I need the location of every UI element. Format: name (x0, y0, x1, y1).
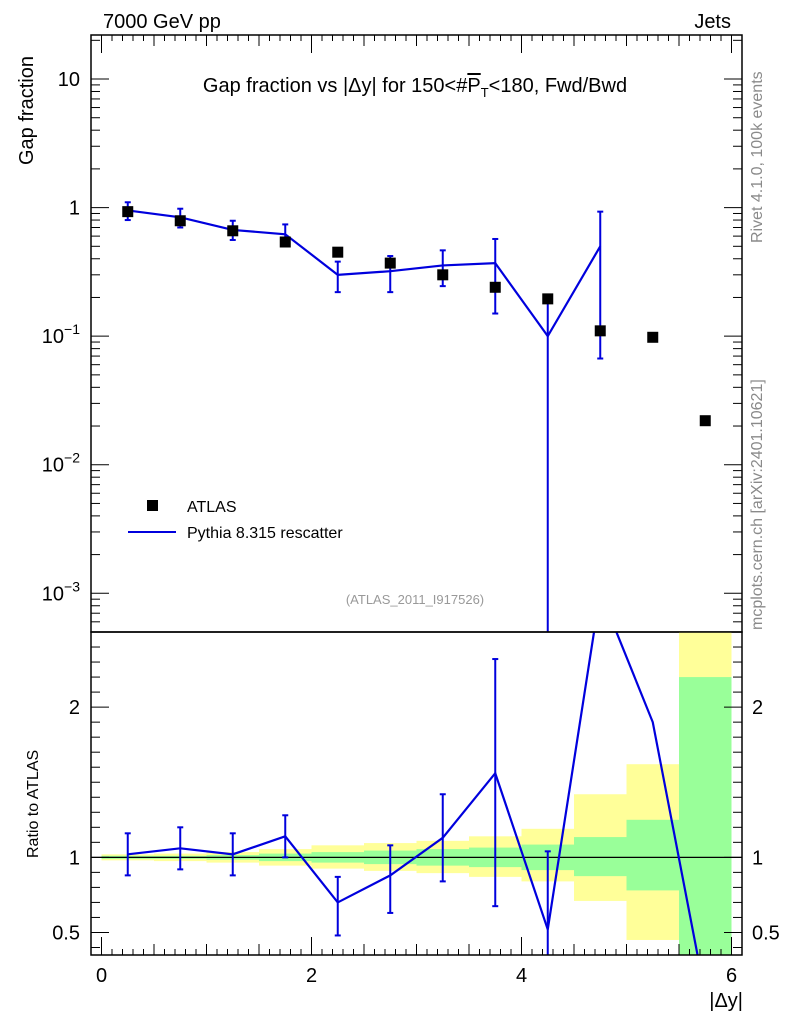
ratio-y-tick-label-right: 1 (752, 847, 763, 869)
tick-exponent: −2 (64, 450, 80, 466)
main-y-tick-label: 10−2 (42, 450, 80, 477)
atlas-data-markers (122, 206, 711, 427)
ratio-axis-ticks (91, 646, 742, 955)
mc-line-main (127, 209, 602, 339)
atlas-data-point (542, 293, 554, 305)
tick-base: 10 (42, 326, 64, 348)
inner-uncertainty-band (679, 677, 732, 955)
tick-exponent: −3 (64, 578, 80, 594)
legend-atlas-marker (147, 500, 158, 511)
title-pt-symbol: P (467, 75, 480, 97)
legend-mc-label: Pythia 8.315 rescatter (187, 525, 343, 542)
x-tick-label: 6 (726, 965, 737, 987)
atlas-data-point (279, 236, 291, 248)
main-plot-frame (90, 34, 743, 633)
mc-ratio-line (127, 632, 699, 955)
atlas-data-point (647, 331, 659, 343)
title-text-post: <180, Fwd/Bwd (489, 75, 627, 97)
atlas-data-point (384, 257, 396, 269)
main-y-tick-label: 10 (58, 69, 80, 91)
ratio-y-tick-labels: 0.5 0.5 1 1 2 2 (52, 697, 780, 944)
rivet-version-label: Rivet 4.1.0, 100k events (749, 71, 766, 243)
legend-atlas-label: ATLAS (187, 499, 237, 516)
ratio-y-axis-label: Ratio to ATLAS (25, 750, 42, 858)
x-tick-label: 4 (516, 965, 527, 987)
tick-exponent: −1 (64, 321, 80, 337)
x-tick-labels: 0 2 4 6 (96, 965, 737, 987)
atlas-data-point (174, 215, 186, 227)
mc-series-main (124, 201, 604, 632)
atlas-data-point (489, 281, 501, 293)
main-axis-ticks (91, 35, 742, 633)
ratio-plot-panel: 0.5 0.5 1 1 2 2 0 2 4 6 Ratio to ATLAS |Δy| (25, 631, 780, 1012)
atlas-data-point (332, 246, 344, 258)
x-axis-label: |Δy| (709, 990, 743, 1012)
ratio-y-tick-label-right: 0.5 (752, 922, 780, 944)
ratio-y-tick-label-right: 2 (752, 697, 763, 719)
tick-base: 10 (42, 583, 64, 605)
title-pt-subscript: T (481, 85, 489, 100)
title-text-pre: Gap fraction vs |Δy| for 150<# (203, 75, 468, 97)
atlas-data-point (122, 206, 134, 218)
main-y-tick-label: 10−3 (42, 578, 80, 605)
main-y-axis-label: Gap fraction (16, 56, 38, 165)
energy-label: 7000 GeV pp (103, 11, 221, 33)
mcplots-source-label: mcplots.cern.ch [arXiv:2401.10621] (749, 379, 766, 630)
atlas-data-point (227, 225, 239, 237)
atlas-data-point (699, 415, 711, 427)
x-tick-label: 0 (96, 965, 107, 987)
ratio-plot-frame (90, 631, 743, 956)
x-tick-label: 2 (306, 965, 317, 987)
main-plot-title: Gap fraction vs |Δy| for 150<#PT<180, Fw… (203, 75, 627, 100)
ratio-y-tick-label-left: 2 (69, 697, 80, 719)
mc-series-ratio (124, 632, 699, 955)
main-y-tick-label: 1 (69, 198, 80, 220)
inner-uncertainty-band (574, 837, 627, 877)
tick-base: 10 (42, 455, 64, 477)
inner-uncertainty-band (626, 819, 679, 891)
ratio-y-tick-label-left: 0.5 (52, 922, 80, 944)
atlas-data-point (594, 325, 606, 337)
legend: ATLAS Pythia 8.315 rescatter (128, 499, 343, 542)
main-y-tick-label: 10−1 (42, 321, 80, 348)
process-label: Jets (694, 11, 731, 33)
analysis-tag: (ATLAS_2011_I917526) (346, 592, 484, 607)
atlas-data-point (437, 269, 449, 281)
ratio-y-tick-label-left: 1 (69, 847, 80, 869)
